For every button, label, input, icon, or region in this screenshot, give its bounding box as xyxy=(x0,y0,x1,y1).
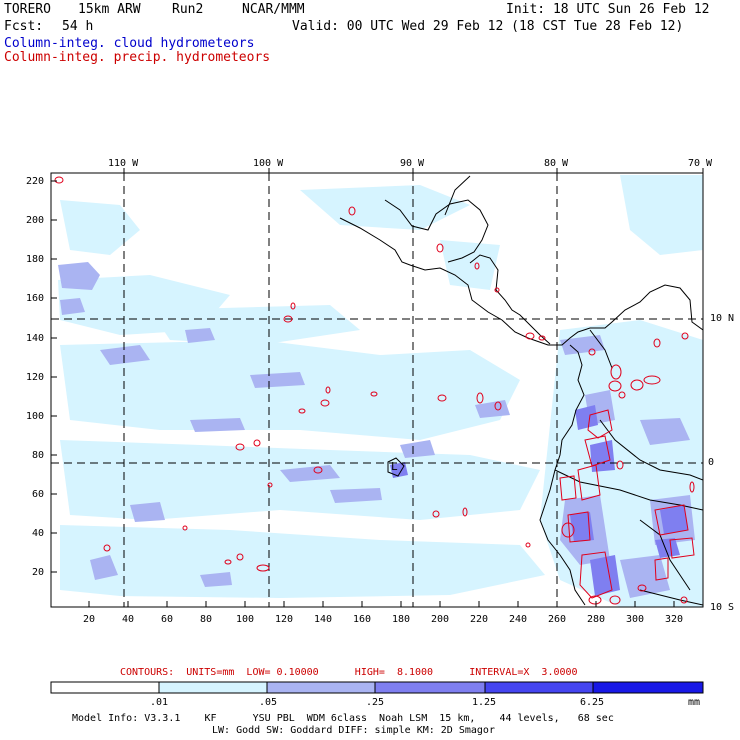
x-tick-label: 180 xyxy=(392,614,411,625)
map-plot-area xyxy=(51,173,703,607)
y-tick-label: 200 xyxy=(26,215,45,226)
top-axis-ticks xyxy=(123,168,704,173)
low-pressure-marker: L xyxy=(391,460,398,473)
cloud-field-dark xyxy=(390,405,688,596)
lat-lon-grid xyxy=(51,173,703,607)
init-time: Init: 18 UTC Sun 26 Feb 12 xyxy=(506,2,710,17)
y-tick-label: 180 xyxy=(26,254,45,265)
x-tick-label: 200 xyxy=(431,614,450,625)
x-tick-label: 300 xyxy=(626,614,645,625)
x-tick-label: 160 xyxy=(353,614,372,625)
field-cloud-title: Column-integ. cloud hydrometeors xyxy=(4,36,255,51)
x-tick-label: 140 xyxy=(314,614,333,625)
x-tick-label: 220 xyxy=(470,614,489,625)
colorbar-label: .01 xyxy=(150,697,169,708)
x-tick-label: 120 xyxy=(275,614,294,625)
precip-contours xyxy=(54,176,695,605)
lon-label: 90 W xyxy=(400,158,425,169)
y-tick-label: 160 xyxy=(26,293,45,304)
colorbar-label: 6.25 xyxy=(580,697,605,708)
model-physics: LW: Godd SW: Goddard DIFF: simple KM: 2D… xyxy=(212,725,495,736)
colorbar-label: 1.25 xyxy=(472,697,497,708)
colorbar xyxy=(50,681,704,694)
model-name: TORERO xyxy=(4,2,51,17)
y-tick-label: 120 xyxy=(26,372,45,383)
lat-label: 0 xyxy=(708,457,715,468)
x-tick-label: 60 xyxy=(161,614,174,625)
run-label: Run2 xyxy=(172,2,204,17)
y-tick-label: 20 xyxy=(32,567,45,578)
x-tick-label: 280 xyxy=(587,614,606,625)
y-tick-label: 40 xyxy=(32,528,45,539)
y-tick-label: 60 xyxy=(32,489,45,500)
x-tick-label: 80 xyxy=(200,614,213,625)
valid-time: Valid: 00 UTC Wed 29 Feb 12 (18 CST Tue … xyxy=(292,19,684,34)
map-frame xyxy=(50,172,704,608)
lon-label: 70 W xyxy=(688,158,713,169)
model-resolution: 15km ARW xyxy=(78,2,141,17)
y-tick-label: 100 xyxy=(26,411,45,422)
lon-label: 100 W xyxy=(253,158,284,169)
y-tick-label: 220 xyxy=(26,176,45,187)
forecast-label: Fcst: xyxy=(4,19,44,34)
bottom-axis-ticks xyxy=(88,601,675,607)
colorbar-label: .25 xyxy=(366,697,385,708)
coastlines xyxy=(339,175,703,606)
x-tick-label: 20 xyxy=(83,614,96,625)
org-label: NCAR/MMM xyxy=(242,2,305,17)
lat-label: 10 S xyxy=(710,602,735,613)
colorbar-units: mm xyxy=(688,697,701,708)
forecast-hours: 54 h xyxy=(62,19,94,34)
colorbar-label: .05 xyxy=(259,697,278,708)
y-tick-label: 80 xyxy=(32,450,45,461)
x-tick-label: 40 xyxy=(122,614,135,625)
field-precip-title: Column-integ. precip. hydrometeors xyxy=(4,50,271,65)
x-tick-label: 320 xyxy=(665,614,684,625)
x-tick-label: 260 xyxy=(548,614,567,625)
lon-label: 110 W xyxy=(108,158,139,169)
contour-info: CONTOURS: UNITS=mm LOW= 0.10000 HIGH= 8.… xyxy=(120,667,578,678)
x-tick-label: 240 xyxy=(509,614,528,625)
left-axis-ticks xyxy=(51,180,57,573)
lat-label: 10 N xyxy=(710,313,735,324)
model-info: Model Info: V3.3.1 KF YSU PBL WDM 6class… xyxy=(72,713,614,724)
x-tick-label: 100 xyxy=(236,614,255,625)
y-tick-label: 140 xyxy=(26,333,45,344)
lon-label: 80 W xyxy=(544,158,569,169)
